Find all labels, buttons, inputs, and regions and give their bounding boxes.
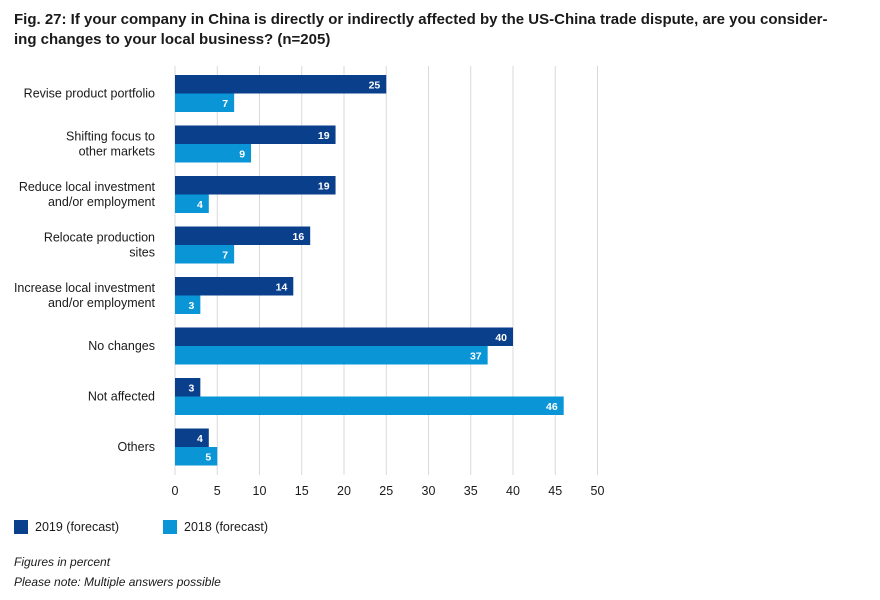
category-label: Shifting focus to xyxy=(66,130,155,144)
bar-value-label: 14 xyxy=(276,281,288,293)
bar-value-label: 5 xyxy=(205,451,211,463)
bar-value-label: 3 xyxy=(189,300,195,312)
x-tick-label: 30 xyxy=(422,484,436,498)
bar-value-label: 37 xyxy=(470,350,482,362)
x-tick-label: 20 xyxy=(337,484,351,498)
chart-title-line-1: Fig. 27: If your company in China is dir… xyxy=(14,11,828,28)
legend-swatch-2018 xyxy=(163,520,177,534)
bar-2018 xyxy=(175,346,488,365)
bar-value-label: 4 xyxy=(197,199,203,211)
bar-value-label: 4 xyxy=(197,433,203,445)
bar-2018 xyxy=(175,295,201,314)
bar-2019 xyxy=(175,378,201,397)
category-label: sites xyxy=(129,246,155,260)
legend-swatch-2019 xyxy=(14,520,28,534)
category-label: Relocate production xyxy=(44,231,155,245)
category-labels: Revise product portfolio Shifting focus t… xyxy=(14,87,156,455)
bar-2019 xyxy=(175,226,311,245)
x-tick-label: 0 xyxy=(172,484,179,498)
bar-2018 xyxy=(175,93,235,112)
x-tick-label: 50 xyxy=(591,484,605,498)
category-label: other markets xyxy=(79,145,155,159)
legend-item-2019: 2019 (forecast) xyxy=(14,520,119,534)
bar-value-label: 25 xyxy=(369,79,381,91)
category-label: and/or employment xyxy=(48,296,156,310)
x-axis-tick-labels: 0 5 10 15 20 25 30 35 40 45 50 xyxy=(172,484,605,498)
bar-2019 xyxy=(175,125,336,144)
category-label: and/or employment xyxy=(48,195,156,209)
x-tick-label: 40 xyxy=(506,484,520,498)
legend-item-2018: 2018 (forecast) xyxy=(163,520,268,534)
bar-2018 xyxy=(175,447,218,466)
bar-2019 xyxy=(175,428,209,447)
bar-value-label: 3 xyxy=(189,382,195,394)
category-label: Reduce local investment xyxy=(19,180,156,194)
x-tick-label: 35 xyxy=(464,484,478,498)
note-multiple-answers: Please note: Multiple answers possible xyxy=(14,575,221,589)
x-tick-label: 10 xyxy=(253,484,267,498)
bar-value-label: 16 xyxy=(293,231,305,243)
x-tick-label: 15 xyxy=(295,484,309,498)
bar-value-label: 7 xyxy=(222,249,228,261)
bar-value-label: 7 xyxy=(222,98,228,110)
bar-2019 xyxy=(175,176,336,195)
legend-label-2018: 2018 (forecast) xyxy=(184,520,269,534)
bar-2018 xyxy=(175,245,235,264)
category-label: Not affected xyxy=(88,390,155,404)
note-figures-in-percent: Figures in percent xyxy=(14,555,111,569)
bar-2019 xyxy=(175,327,513,346)
x-tick-label: 45 xyxy=(548,484,562,498)
chart-title: Fig. 27: If your company in China is dir… xyxy=(14,10,874,50)
category-label: Others xyxy=(117,440,155,454)
bar-2019 xyxy=(175,75,387,94)
bar-value-label: 19 xyxy=(318,130,330,142)
bar-value-label: 19 xyxy=(318,180,330,192)
category-label: Revise product portfolio xyxy=(24,87,155,101)
bar-value-label: 9 xyxy=(239,148,245,160)
chart-title-line-2: ing changes to your local business? (n=2… xyxy=(14,31,331,48)
x-tick-label: 5 xyxy=(214,484,221,498)
category-label: No changes xyxy=(88,339,155,353)
bar-value-label: 46 xyxy=(546,401,558,413)
bar-2018 xyxy=(175,194,209,213)
legend-label-2019: 2019 (forecast) xyxy=(35,520,120,534)
bar-2018 xyxy=(175,144,252,163)
bar-value-label: 40 xyxy=(495,332,507,344)
category-label: Increase local investment xyxy=(14,281,156,295)
bar-2018 xyxy=(175,396,564,415)
x-tick-label: 25 xyxy=(379,484,393,498)
bar-2019 xyxy=(175,277,294,296)
